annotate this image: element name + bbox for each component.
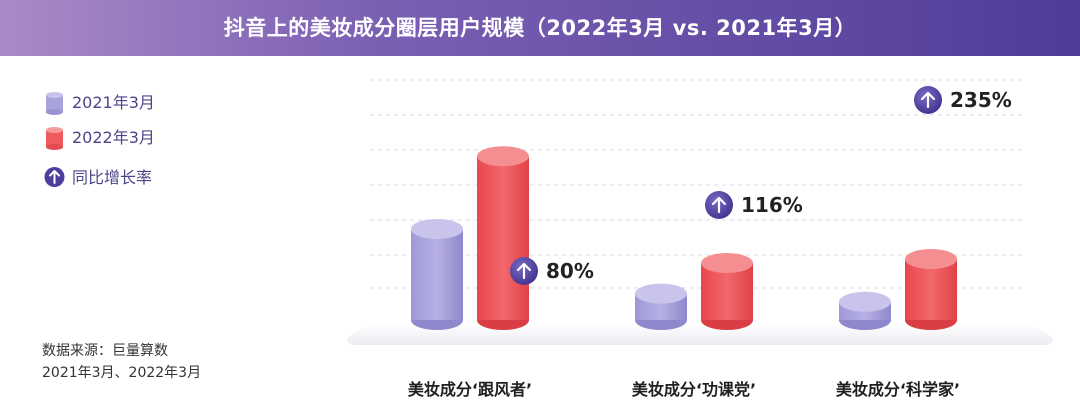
bar-0-0 xyxy=(411,219,463,330)
growth-rate-label-0: 80% xyxy=(546,259,594,283)
category-labels: 美妆成分‘跟风者’ 美妆成分‘功课党’ 美妆成分‘科学家’ xyxy=(408,380,960,399)
category-label-1: 美妆成分‘功课党’ xyxy=(632,380,756,399)
legend-label-2021: 2021年3月 xyxy=(72,93,155,112)
category-label-0: 美妆成分‘跟风者’ xyxy=(408,380,532,399)
bars xyxy=(411,146,957,330)
bar-0-1 xyxy=(477,146,529,330)
title-bar xyxy=(0,0,1080,56)
category-label-2: 美妆成分‘科学家’ xyxy=(836,380,960,399)
cylinder-swatch-icon-2021 xyxy=(46,92,63,115)
source-line-2: 2021年3月、2022年3月 xyxy=(42,365,202,381)
bar-2-0 xyxy=(839,291,891,330)
source-note: 数据来源：巨量算数 2021年3月、2022年3月 xyxy=(42,340,201,384)
growth-rate-label-2: 235% xyxy=(950,88,1012,112)
bar-1-1 xyxy=(701,253,753,330)
legend-label-2022: 2022年3月 xyxy=(72,128,155,147)
growth-badges: 80% 116% 235% xyxy=(510,86,1012,285)
growth-badge-2: 235% xyxy=(914,86,1012,114)
bar-1-0 xyxy=(635,283,687,330)
growth-badge-0: 80% xyxy=(510,257,594,285)
growth-badge-1: 116% xyxy=(705,191,803,219)
arrow-up-circle-icon xyxy=(914,86,942,114)
cylinder-swatch-icon-2022 xyxy=(46,127,63,150)
source-line-1: 数据来源：巨量算数 xyxy=(42,343,168,359)
legend-label-growth: 同比增长率 xyxy=(72,168,153,187)
arrow-up-circle-icon xyxy=(44,167,65,187)
growth-rate-label-1: 116% xyxy=(741,193,803,217)
arrow-up-circle-icon xyxy=(705,191,733,219)
arrow-up-circle-icon xyxy=(510,257,538,285)
chart-title: 抖音上的美妆成分圈层用户规模（2022年3月 vs. 2021年3月） xyxy=(223,16,857,40)
bar-2-1 xyxy=(905,249,957,330)
